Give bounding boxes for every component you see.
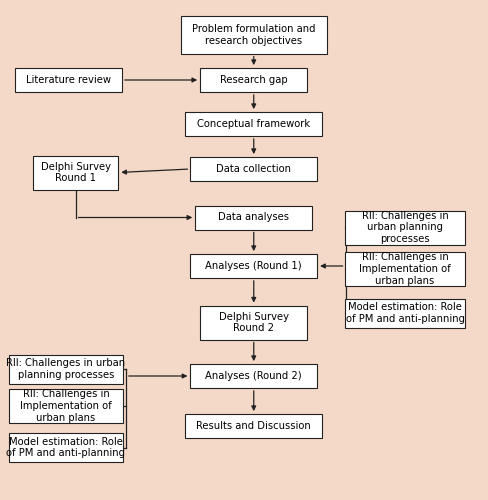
FancyBboxPatch shape [190, 364, 317, 388]
FancyBboxPatch shape [190, 254, 317, 278]
FancyBboxPatch shape [9, 354, 123, 384]
FancyBboxPatch shape [33, 156, 119, 190]
FancyBboxPatch shape [346, 298, 465, 328]
FancyBboxPatch shape [185, 414, 322, 438]
Text: RII: Challenges in
urban planning
processes: RII: Challenges in urban planning proces… [362, 211, 448, 244]
Text: RII: Challenges in urban
planning processes: RII: Challenges in urban planning proces… [6, 358, 125, 380]
FancyBboxPatch shape [15, 68, 122, 92]
FancyBboxPatch shape [9, 389, 123, 423]
Text: Data analyses: Data analyses [218, 212, 289, 222]
FancyBboxPatch shape [185, 112, 322, 136]
FancyBboxPatch shape [200, 68, 307, 92]
Text: Research gap: Research gap [220, 75, 287, 85]
Text: Delphi Survey
Round 2: Delphi Survey Round 2 [219, 312, 289, 334]
Text: RII: Challenges in
Implementation of
urban plans: RII: Challenges in Implementation of urb… [20, 390, 112, 422]
Text: Problem formulation and
research objectives: Problem formulation and research objecti… [192, 24, 316, 46]
FancyBboxPatch shape [346, 252, 465, 286]
FancyBboxPatch shape [346, 210, 465, 244]
Text: Literature review: Literature review [26, 75, 111, 85]
FancyBboxPatch shape [200, 306, 307, 340]
Text: Analyses (Round 2): Analyses (Round 2) [205, 371, 302, 381]
Text: Analyses (Round 1): Analyses (Round 1) [205, 261, 302, 271]
FancyBboxPatch shape [190, 157, 317, 181]
FancyBboxPatch shape [9, 433, 123, 462]
Text: Model estimation: Role
of PM and anti-planning: Model estimation: Role of PM and anti-pl… [346, 302, 465, 324]
Text: RII: Challenges in
Implementation of
urban plans: RII: Challenges in Implementation of urb… [359, 252, 451, 286]
Text: Model estimation: Role
of PM and anti-planning: Model estimation: Role of PM and anti-pl… [6, 436, 125, 458]
FancyBboxPatch shape [181, 16, 327, 54]
FancyBboxPatch shape [195, 206, 312, 230]
Text: Conceptual framework: Conceptual framework [197, 119, 310, 129]
Text: Delphi Survey
Round 1: Delphi Survey Round 1 [41, 162, 111, 184]
Text: Results and Discussion: Results and Discussion [196, 421, 311, 431]
Text: Data collection: Data collection [216, 164, 291, 174]
